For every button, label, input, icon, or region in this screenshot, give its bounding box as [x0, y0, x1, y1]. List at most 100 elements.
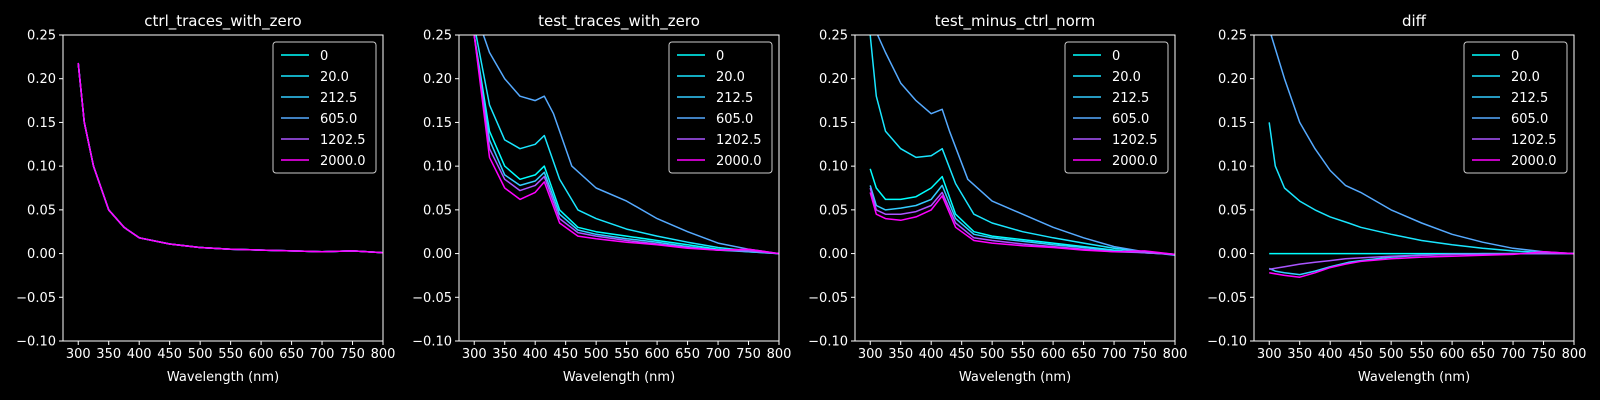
legend-label: 2000.0: [716, 154, 762, 169]
y-tick-label: 0.10: [819, 160, 848, 175]
axes-frame: [1253, 34, 1575, 342]
axes-frame: [62, 34, 384, 342]
y-tick-label: 0.25: [1218, 29, 1247, 44]
series-line-20.0: [1268, 122, 1574, 255]
y-tick-label: 0.05: [1218, 203, 1247, 218]
x-tick-label: 700: [1102, 347, 1127, 362]
x-tick-label: 750: [1132, 347, 1157, 362]
x-tick-label: 350: [492, 347, 517, 362]
x-tick-label: 500: [188, 347, 213, 362]
x-tick-label: 650: [279, 347, 304, 362]
legend-label: 1202.5: [320, 133, 366, 148]
legend-label: 0: [716, 49, 724, 64]
y-tick-label: 0.15: [423, 116, 452, 131]
y-tick-label: 0.15: [819, 116, 848, 131]
legend-label: 212.5: [320, 91, 357, 106]
legend-label: 20.0: [1112, 70, 1141, 85]
series-line-1202.5: [1269, 252, 1574, 271]
x-tick-label: 450: [1348, 347, 1373, 362]
x-tick-label: 450: [553, 347, 578, 362]
series-group: [77, 62, 383, 254]
y-tick-label: 0.05: [423, 203, 452, 218]
y-tick-label: −0.05: [1207, 291, 1247, 306]
y-tick-label: 0.25: [819, 29, 848, 44]
subplot-0: 300 350 400 450 500 550 600 650 700 750 800 −0.10 −0…: [16, 12, 395, 385]
x-tick-label: 450: [949, 347, 974, 362]
subplot-1: 300 350 400 450 500 550 600 650 700 750 800 −0.10 −0…: [412, 12, 791, 385]
y-tick-label: 0.05: [27, 203, 56, 218]
x-tick-label: 550: [1010, 347, 1035, 362]
series-group: [1268, 35, 1574, 278]
x-tick-label: 500: [980, 347, 1005, 362]
x-axis-label: Wavelength (nm): [1358, 370, 1470, 385]
legend: 0 20.0 212.5 605.0 1202.5 2000.0: [1064, 41, 1169, 174]
chart-title: diff: [1402, 12, 1427, 30]
x-tick-label: 600: [1440, 347, 1465, 362]
x-tick-label: 450: [157, 347, 182, 362]
y-tick-label: 0.10: [1218, 160, 1247, 175]
x-tick-label: 550: [1409, 347, 1434, 362]
series-line-605.0: [876, 35, 1175, 257]
x-tick-label: 750: [340, 347, 365, 362]
x-tick-label: 400: [523, 347, 548, 362]
legend-box: [272, 41, 377, 174]
subplot-2: 300 350 400 450 500 550 600 650 700 750 800 −0.10 −0…: [808, 12, 1187, 385]
y-tick-label: −0.10: [808, 335, 848, 350]
x-tick-label: 700: [310, 347, 335, 362]
legend-box: [1064, 41, 1169, 174]
x-tick-label: 650: [675, 347, 700, 362]
series-line-2000.0: [869, 192, 1175, 256]
x-tick-label: 400: [127, 347, 152, 362]
legend-box: [668, 41, 773, 174]
series-line-2000.0: [473, 35, 779, 255]
legend-label: 1202.5: [716, 133, 762, 148]
legend: 0 20.0 212.5 605.0 1202.5 2000.0: [668, 41, 773, 174]
x-tick-label: 350: [888, 347, 913, 362]
x-tick-label: 400: [919, 347, 944, 362]
axes-frame: [458, 34, 780, 342]
y-tick-label: 0.05: [819, 203, 848, 218]
y-tick-label: 0.20: [27, 72, 56, 87]
x-tick-label: 700: [1501, 347, 1526, 362]
series-line-605.0: [1270, 35, 1574, 255]
x-tick-label: 300: [1257, 347, 1282, 362]
y-tick-label: 0.15: [1218, 116, 1247, 131]
legend-label: 212.5: [716, 91, 753, 106]
x-tick-label: 800: [1163, 347, 1188, 362]
legend-label: 605.0: [716, 112, 753, 127]
y-tick-label: 0.25: [27, 29, 56, 44]
legend-label: 2000.0: [320, 154, 366, 169]
legend-label: 1202.5: [1511, 133, 1557, 148]
y-tick-label: 0.10: [423, 160, 452, 175]
x-tick-label: 300: [66, 347, 91, 362]
series-group: [473, 35, 779, 255]
legend-label: 212.5: [1511, 91, 1548, 106]
x-tick-label: 800: [1562, 347, 1587, 362]
series-group: [869, 35, 1175, 257]
y-tick-label: 0.20: [819, 72, 848, 87]
x-tick-label: 750: [736, 347, 761, 362]
y-tick-label: −0.05: [412, 291, 452, 306]
legend-label: 212.5: [1112, 91, 1149, 106]
legend-label: 20.0: [716, 70, 745, 85]
x-tick-label: 350: [1287, 347, 1312, 362]
x-tick-label: 650: [1470, 347, 1495, 362]
y-tick-label: −0.10: [412, 335, 452, 350]
x-axis-label: Wavelength (nm): [563, 370, 675, 385]
legend: 0 20.0 212.5 605.0 1202.5 2000.0: [272, 41, 377, 174]
x-tick-label: 500: [1379, 347, 1404, 362]
series-line-0: [473, 35, 779, 255]
y-tick-label: 0.20: [423, 72, 452, 87]
legend-label: 605.0: [1511, 112, 1548, 127]
x-tick-label: 300: [858, 347, 883, 362]
y-tick-label: 0.00: [423, 247, 452, 262]
legend-label: 0: [1112, 49, 1120, 64]
x-tick-label: 500: [584, 347, 609, 362]
chart-title: test_minus_ctrl_norm: [935, 12, 1096, 31]
x-tick-label: 400: [1318, 347, 1343, 362]
x-tick-label: 800: [767, 347, 792, 362]
chart-title: test_traces_with_zero: [538, 12, 700, 31]
y-tick-label: −0.05: [16, 291, 56, 306]
legend-label: 605.0: [320, 112, 357, 127]
